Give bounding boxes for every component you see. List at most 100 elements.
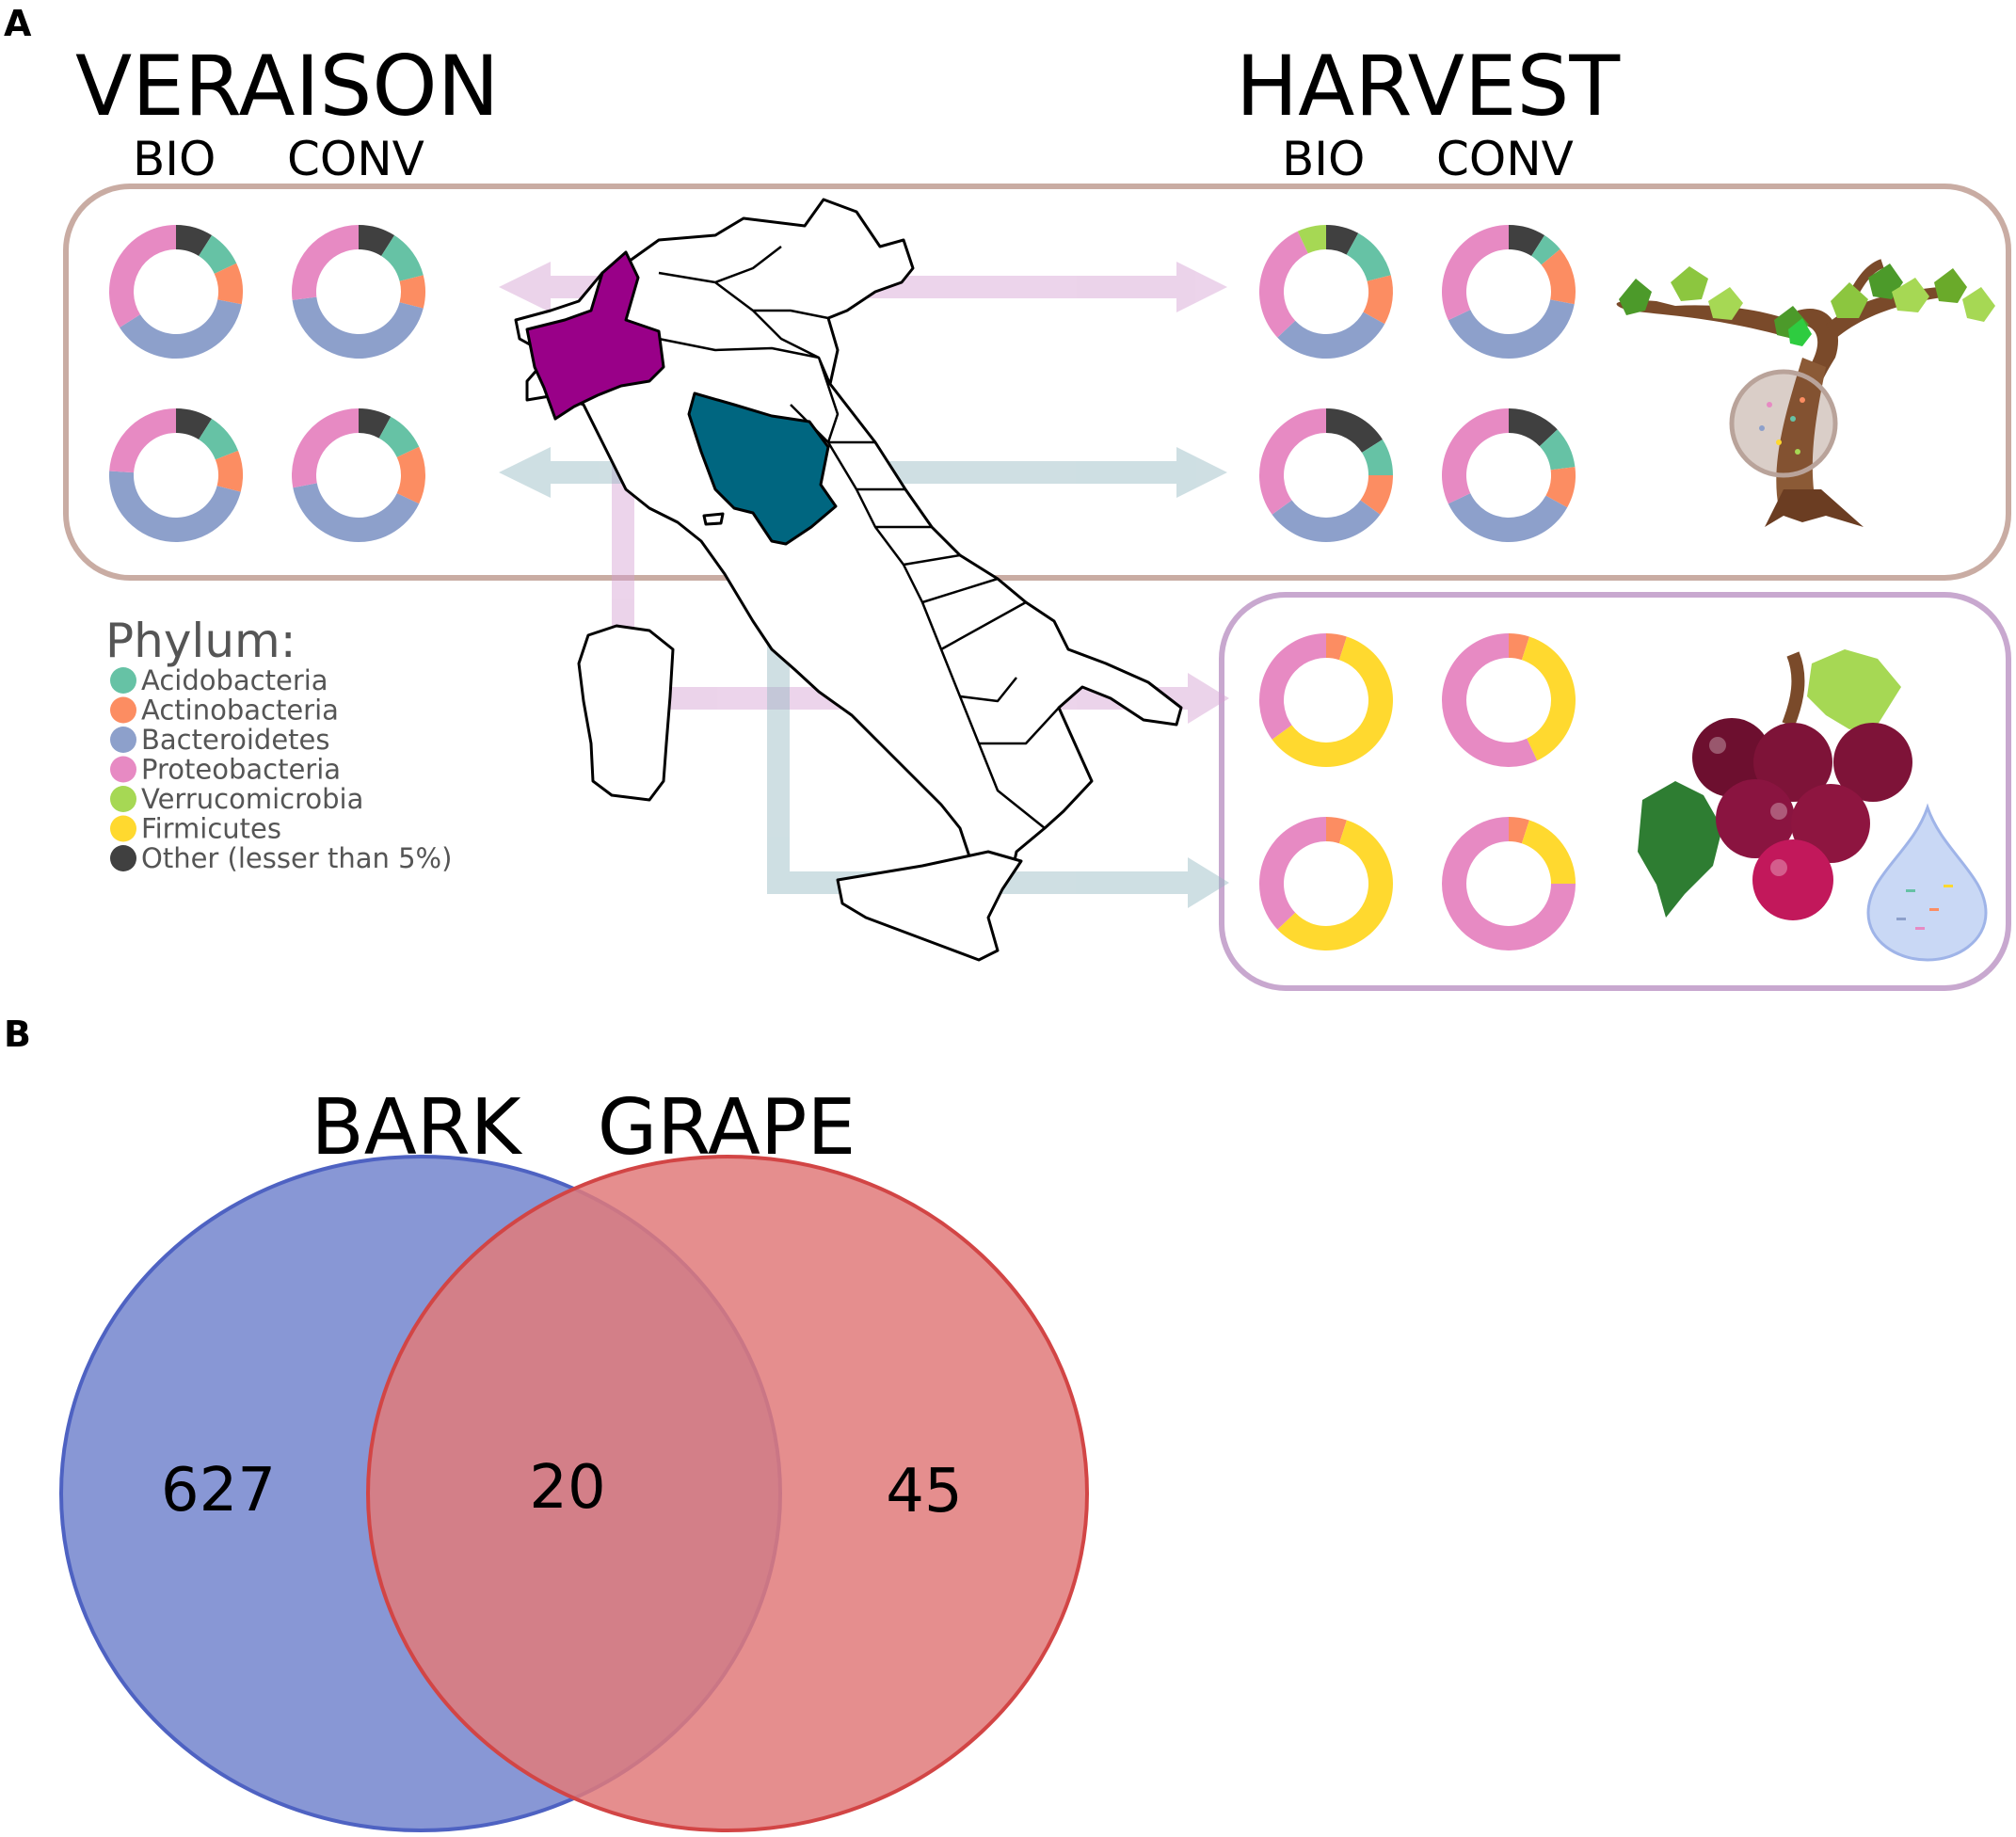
legend-swatch [110,727,136,753]
donut-segment-proteobacteria [1259,816,1326,930]
donut-segment-bacteroidetes [1272,500,1381,543]
donut-segment-proteobacteria [108,225,176,328]
legend-items: AcidobacteriaActinobacteriaBacteroidetes… [110,664,452,874]
donut-segment-bacteroidetes [293,483,420,542]
donut-harvest-bio-tuscany [1258,407,1393,543]
venn-grape-circle [366,1155,1089,1832]
donut-segment-acidobacteria [1361,439,1393,475]
donut-segment-actinobacteria [1541,248,1576,305]
region-piedmont [525,250,665,421]
donut-segment-bacteroidetes [120,299,242,359]
donut-segment-actinobacteria [1326,817,1347,844]
legend-label: Proteobacteria [141,754,341,786]
donut-segment-acidobacteria [199,419,239,460]
legend-swatch [110,667,136,694]
donut-segment-proteobacteria [1442,225,1509,321]
donut-segment-actinobacteria [214,263,243,305]
donut-veraison-conv-piedmont [291,225,425,359]
italy-map [514,198,1183,962]
donut-segment-proteobacteria [1258,633,1326,740]
donut-segment-proteobacteria [291,408,359,488]
donut-grape-conv-piedmont [1442,633,1576,767]
donut-segment-bacteroidetes [1448,493,1568,542]
legend-swatch [110,815,136,842]
legend-swatch [110,756,136,783]
sicily [836,850,1023,962]
bark-samples-frame [63,184,2011,581]
veraison-bio-label: BIO [133,132,216,186]
donut-segment-acidobacteria [381,235,424,281]
donut-segment-acidobacteria [1539,429,1576,471]
donut-segment-proteobacteria [1259,231,1308,338]
legend-label: Verrucomicrobia [141,783,363,815]
donut-segment-actinobacteria [1509,817,1529,844]
venn-diagram: BARK GRAPE 627 20 45 [59,1083,1089,1832]
donut-segment-acidobacteria [1531,235,1560,265]
panel-a-letter: A [4,3,32,44]
donut-segment-firmicutes [1521,636,1576,761]
legend-label: Firmicutes [141,813,281,845]
donut-segment-actinobacteria [215,450,243,492]
donut-segment-other [1509,225,1545,257]
donut-grape-conv-tuscany [1442,817,1576,950]
donut-segment-actinobacteria [1326,633,1347,661]
panel-b-letter: B [4,1014,31,1055]
donut-harvest-conv-piedmont [1442,225,1576,359]
region-borders [658,246,1060,829]
venn-bark-label: BARK [311,1083,522,1173]
legend-label: Acidobacteria [141,664,328,696]
grapevine-trunk-icon [1616,259,1995,527]
donut-grape-bio-tuscany [1259,816,1393,950]
venn-intersection-count: 20 [529,1453,605,1523]
donut-segment-proteobacteria [109,408,176,473]
donut-segment-bacteroidetes [292,296,424,359]
harvest-conv-label: CONV [1436,132,1574,186]
veraison-conv-label: CONV [287,132,424,186]
donut-segment-proteobacteria [1442,817,1576,950]
phylum-legend: Phylum: AcidobacteriaActinobacteriaBacte… [105,614,452,874]
donut-segment-firmicutes [1272,636,1393,767]
donut-segment-verrucomicrobia [1297,225,1326,254]
donut-segment-proteobacteria [291,225,359,300]
legend-swatch [110,845,136,871]
sardinia [577,624,675,802]
grape-cluster-icon [1638,649,1912,920]
donut-segment-other [176,225,213,257]
donut-segment-actinobacteria [1363,275,1394,325]
donut-segment-actinobacteria [399,275,425,309]
donut-veraison-bio-tuscany [108,408,243,543]
donut-segment-other [359,408,392,439]
donut-veraison-bio-piedmont [108,225,243,359]
legend-label: Other (lesser than 5%) [141,842,452,874]
donut-harvest-bio-piedmont [1259,225,1394,359]
veraison-title: VERAISON [75,38,499,135]
donut-segment-actinobacteria [1545,467,1576,508]
elba [702,512,725,526]
donut-segment-firmicutes [1277,820,1393,950]
venn-only-grape-count: 45 [886,1457,962,1526]
venn-only-bark-count: 627 [161,1456,276,1526]
donut-segment-actinobacteria [396,446,425,504]
grape-samples-frame [1219,592,2011,991]
region-tuscany [687,391,838,546]
donut-segment-other [1509,408,1558,447]
donut-segment-proteobacteria [1258,408,1326,515]
donut-segment-other [359,225,395,257]
donut-segment-actinobacteria [1509,633,1529,661]
droplet-icon [1866,803,1988,962]
donut-grape-bio-piedmont [1258,633,1393,767]
donut-segment-acidobacteria [378,416,420,457]
donut-segment-other [1326,407,1383,453]
harvest-title: HARVEST [1236,38,1621,135]
donut-segment-actinobacteria [1360,475,1393,515]
donut-segment-other [1326,225,1359,255]
donut-segment-bacteroidetes [108,471,241,543]
donut-segment-bacteroidetes [1448,299,1575,359]
legend-label: Bacteroidetes [141,724,329,756]
venn-grape-label: GRAPE [598,1083,856,1173]
donut-segment-bacteroidetes [1277,311,1385,359]
harvest-bio-label: BIO [1282,132,1365,186]
legend-swatch [110,696,136,724]
donut-segment-other [176,408,213,440]
